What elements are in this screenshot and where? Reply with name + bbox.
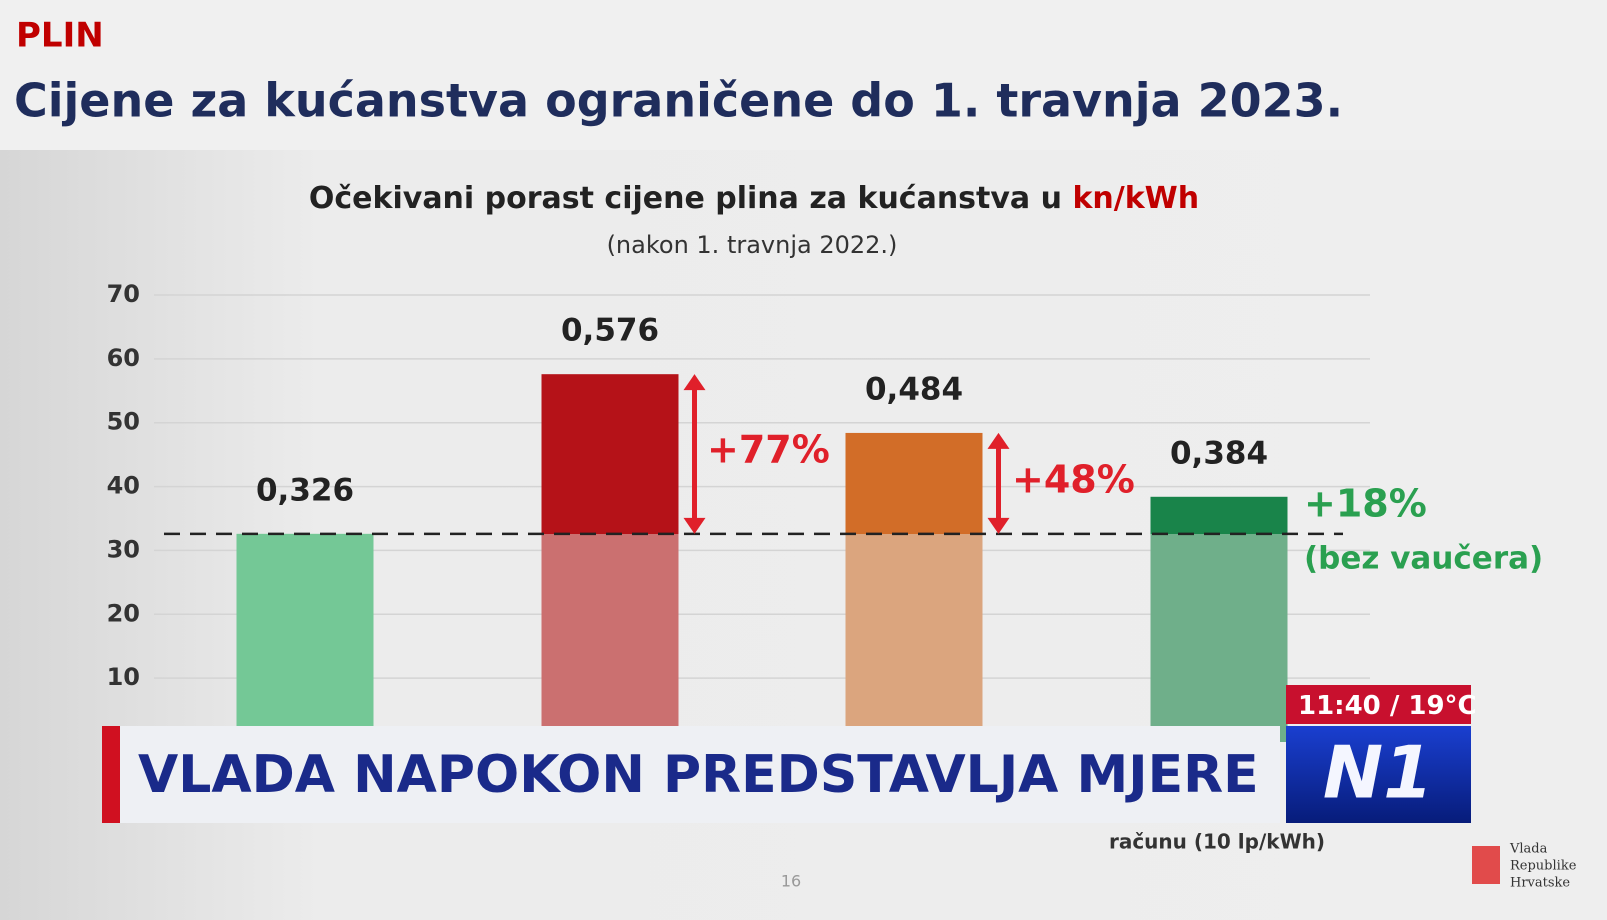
temperature: / 19°C: [1390, 691, 1477, 721]
title-unit: kn/kWh: [1072, 181, 1199, 216]
ticker-bg: [102, 726, 1280, 823]
value-label: 0,484: [865, 371, 963, 407]
value-label: 0,326: [256, 472, 354, 508]
footnote: računu (10 lp/kWh): [1109, 830, 1325, 854]
bar: [1150, 496, 1288, 742]
y-tick-label: 50: [107, 408, 140, 436]
value-label: 0,384: [1170, 435, 1268, 471]
bar: [236, 533, 374, 742]
section: PLIN: [16, 16, 104, 56]
ticker-text: VLADA NAPOKON PREDSTAVLJA MJERE: [138, 745, 1259, 805]
logo: Vlada Republike Hrvatske: [1472, 842, 1577, 891]
y-tick-label: 10: [107, 663, 140, 691]
ticker: VLADA NAPOKON PREDSTAVLJA MJERE 11:40 / …: [102, 685, 1477, 823]
channel-logo: N1: [1323, 731, 1433, 815]
header-bg: [0, 0, 1607, 150]
clock: 11:40: [1298, 691, 1381, 721]
arrow-head: [683, 374, 706, 534]
plot: 10 20 30 40 50 60 70 0,326 0,576 0,484 0,384 +77% +4…: [107, 280, 1543, 742]
page-number: 16: [781, 872, 801, 891]
y-tick-label: 20: [107, 599, 140, 627]
logo-shield: [1472, 846, 1500, 884]
bar: [541, 374, 679, 742]
time: 11:40 / 19°C: [1298, 691, 1477, 721]
chart-title: Očekivani porast cijene plina za kućanst…: [309, 181, 1199, 216]
y-tick-label: 60: [107, 344, 140, 372]
annotation: (bez vaučera): [1304, 541, 1543, 577]
logo-line: Republike: [1510, 859, 1577, 874]
annotation: +77%: [707, 428, 830, 472]
y-tick-label: 30: [107, 535, 140, 563]
title-text: Očekivani porast cijene plina za kućanst…: [309, 181, 1062, 216]
ticker-stripe: [102, 726, 120, 823]
y-tick-label: 70: [107, 280, 140, 308]
bar: [845, 432, 983, 742]
value-label: 0,576: [561, 313, 659, 349]
time-box: [1286, 685, 1471, 724]
annotation: +18%: [1304, 482, 1427, 526]
y-tick-label: 40: [107, 472, 140, 500]
heading: Cijene za kućanstva ograničene do 1. tra…: [14, 74, 1343, 128]
annotation: +48%: [1012, 458, 1135, 502]
logo-box: [1286, 726, 1471, 823]
logo-line: Vlada: [1509, 842, 1548, 857]
chart-subtitle: (nakon 1. travnja 2022.): [607, 231, 898, 259]
logo-line: Hrvatske: [1510, 876, 1570, 891]
